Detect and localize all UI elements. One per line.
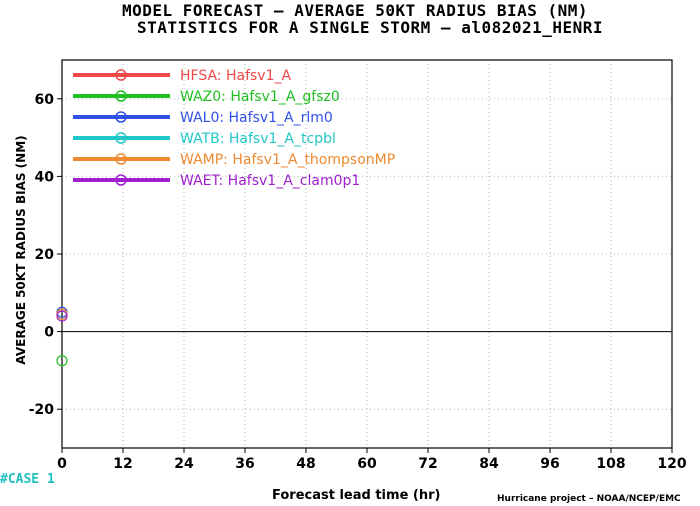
x-tick-label: 60 (357, 456, 377, 472)
y-tick-label: 60 (35, 92, 55, 108)
y-tick-label: -20 (29, 402, 55, 418)
legend-marker (115, 132, 127, 144)
x-tick-label: 84 (479, 456, 499, 472)
x-tick-label: 96 (540, 456, 559, 472)
y-tick-label: 0 (44, 325, 54, 341)
legend-marker (115, 111, 127, 123)
y-tick-label: 40 (35, 169, 55, 185)
x-tick-label: 12 (113, 456, 132, 472)
legend-marker (115, 174, 127, 186)
y-tick-label: 20 (35, 247, 55, 263)
legend-label: HFSA: Hafsv1_A (180, 68, 292, 84)
legend-label: WAET: Hafsv1_A_clam0p1 (180, 173, 360, 189)
x-tick-label: 24 (174, 456, 194, 472)
x-tick-label: 0 (57, 456, 67, 472)
x-tick-label: 48 (296, 456, 315, 472)
chart-title: MODEL FORECAST – AVERAGE 50KT RADIUS BIA… (121, 1, 589, 20)
legend-marker (115, 90, 127, 102)
x-tick-label: 72 (418, 456, 437, 472)
data-point (56, 355, 68, 367)
x-axis-label: Forecast lead time (hr) (272, 488, 441, 503)
legend-marker (115, 153, 127, 165)
x-tick-label: 36 (235, 456, 254, 472)
x-tick-label: 108 (596, 456, 625, 472)
legend-marker (115, 69, 127, 81)
legend-label: WAMP: Hafsv1_A_thompsonMP (180, 152, 395, 168)
legend-label: WAZ0: Hafsv1_A_gfsz0 (180, 89, 340, 105)
credit-text: Hurricane project – NOAA/NCEP/EMC (497, 494, 681, 504)
case-count-label: #CASE 1 (0, 472, 55, 487)
y-axis-label: AVERAGE 50KT RADIUS BIAS (NM) (14, 135, 28, 365)
chart-subtitle: STATISTICS FOR A SINGLE STORM – al082021… (136, 18, 604, 37)
x-tick-label: 120 (657, 456, 686, 472)
legend-label: WATB: Hafsv1_A_tcpbl (180, 131, 336, 147)
legend-label: WAL0: Hafsv1_A_rlm0 (180, 110, 333, 126)
data-point (56, 310, 68, 322)
